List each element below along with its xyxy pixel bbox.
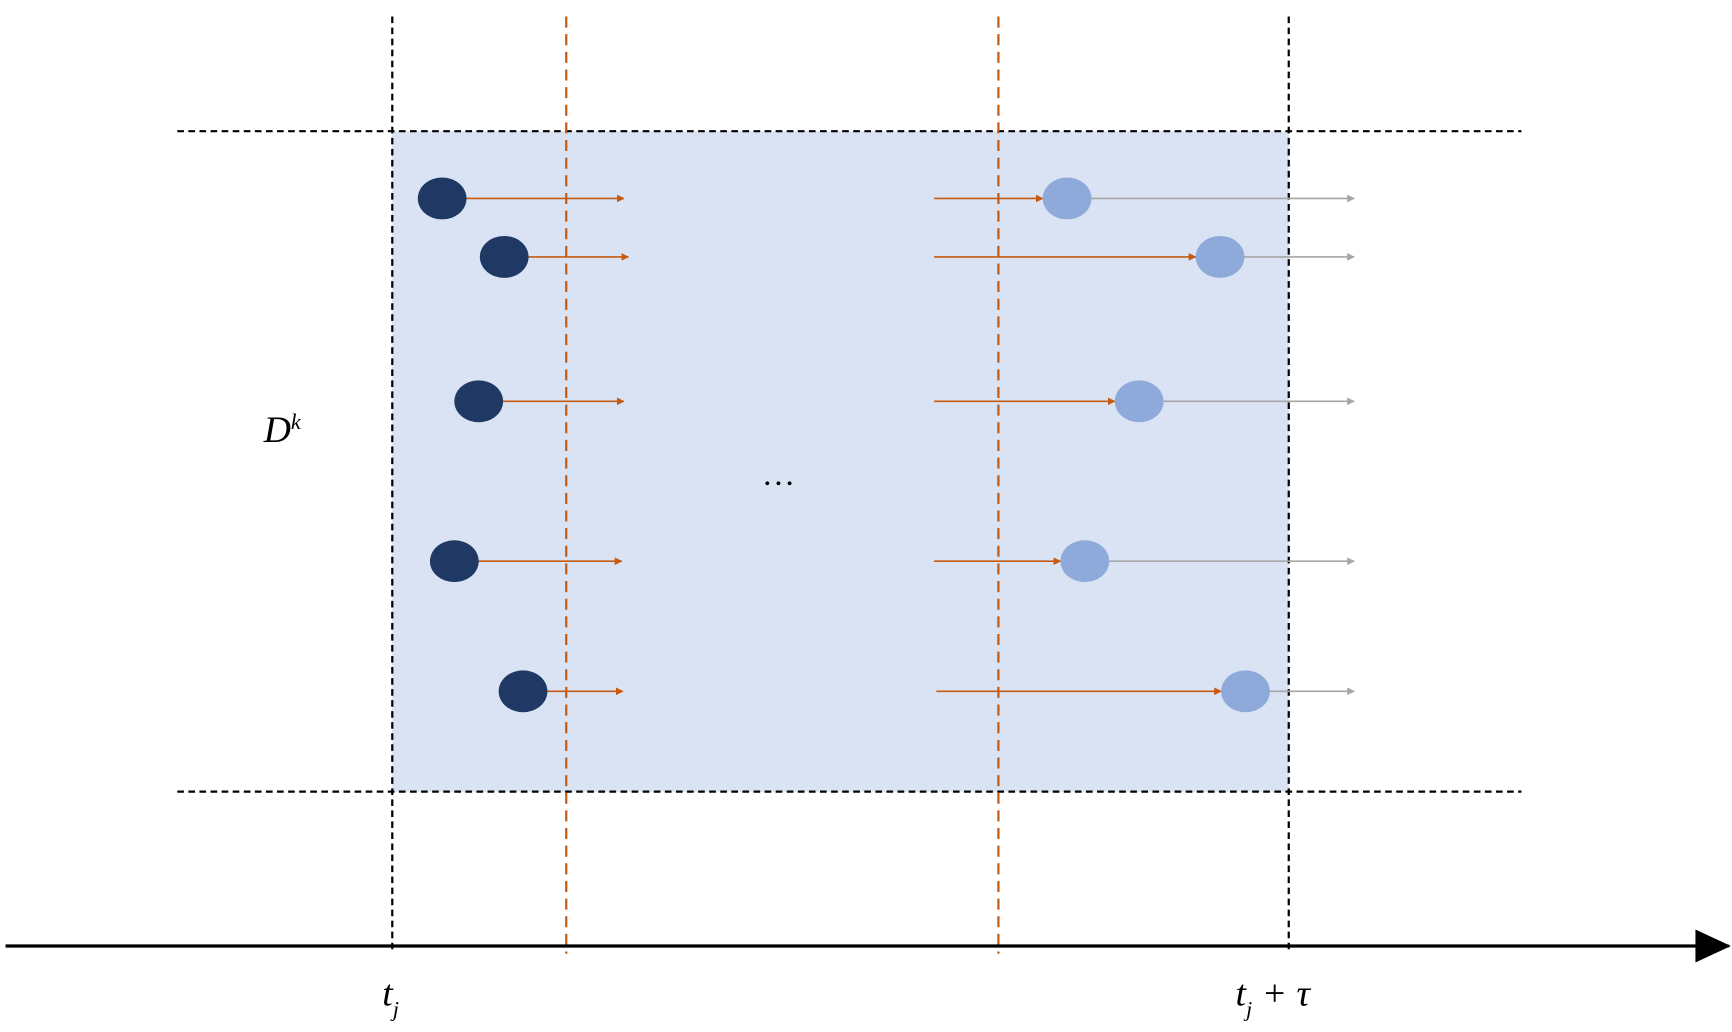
label-base: t xyxy=(1236,974,1248,1015)
particle xyxy=(1114,380,1164,423)
label-rest: + τ xyxy=(1252,974,1311,1015)
particle xyxy=(1195,235,1245,278)
start-time-label: tj xyxy=(382,974,399,1022)
particle xyxy=(417,177,467,220)
axis-arrowhead xyxy=(1695,929,1731,963)
particle xyxy=(1221,670,1270,713)
particle xyxy=(429,540,479,583)
particle xyxy=(454,380,504,423)
particle xyxy=(1060,540,1110,583)
ellipsis: … xyxy=(764,456,794,493)
label-sub: j xyxy=(390,997,399,1022)
label-sup: k xyxy=(291,409,302,434)
end-time-label: tj + τ xyxy=(1236,974,1312,1022)
label-sub: j xyxy=(1243,997,1252,1022)
label-base: D xyxy=(263,410,291,451)
particle xyxy=(479,235,529,278)
particle xyxy=(1042,177,1092,220)
region-label: Dk xyxy=(263,409,302,451)
particle xyxy=(498,670,548,713)
label-base: t xyxy=(382,974,394,1015)
